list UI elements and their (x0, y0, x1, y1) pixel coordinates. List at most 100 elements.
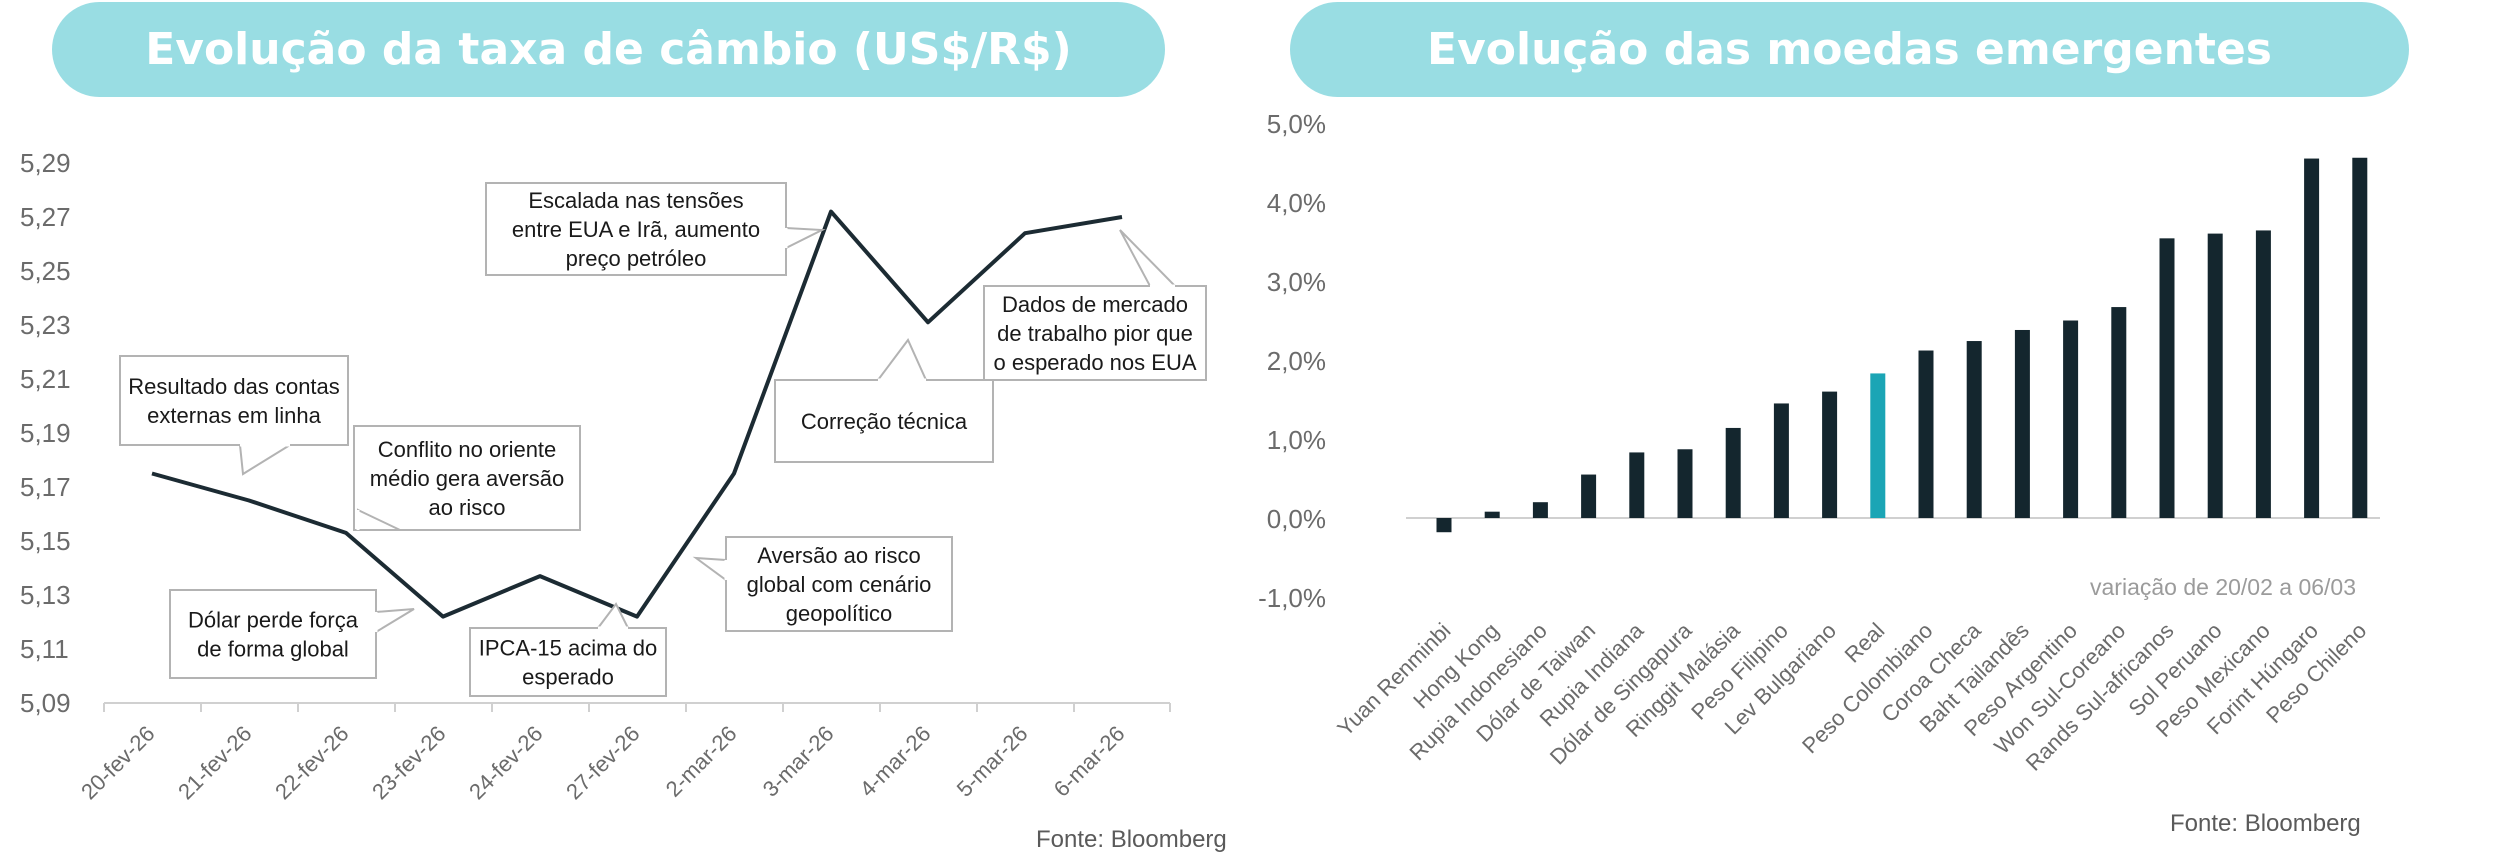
annotation-box (774, 379, 994, 463)
y-tick-label: -1,0% (1258, 583, 1326, 613)
x-tick-label: 23-fev-26 (367, 721, 450, 804)
annotation-text: Resultado das contas (128, 374, 340, 399)
annotation-callout: Conflito no oriente médio gera aversão ao … (353, 425, 581, 531)
exchange-rate-line-chart: 5,09 5,11 5,13 5,15 5,17 5,19 5,21 5,23 5,25 5,27… (20, 148, 1207, 804)
annotation-callout: Escalada nas tensões entre EUA e Irã, aum… (485, 182, 826, 276)
x-tick-label: 6-mar-26 (1049, 721, 1130, 802)
annotation-callout: Dados de mercado de trabalho pior que o es… (983, 229, 1207, 381)
y-tick-label: 0,0% (1267, 504, 1326, 534)
y-tick-label: 5,19 (20, 418, 71, 448)
y-tick-label: 5,25 (20, 256, 71, 286)
emerging-currencies-source: Fonte: Bloomberg (2170, 810, 2361, 837)
y-tick-label: 5,21 (20, 364, 71, 394)
x-tick-label: 22-fev-26 (270, 721, 353, 804)
annotation-text: médio gera aversão (370, 466, 564, 491)
x-tick-label: 24-fev-26 (464, 721, 547, 804)
annotation-text: esperado (522, 665, 614, 690)
annotation-text: Dólar perde força (188, 608, 359, 633)
bar (1436, 518, 1452, 533)
annotation-box (169, 589, 377, 679)
y-tick-label: 5,29 (20, 148, 71, 178)
annotation-callout: Correção técnica (774, 338, 994, 463)
annotation-pointer (876, 338, 928, 381)
y-tick-label: 5,27 (20, 202, 71, 232)
y-tick-label: 5,11 (20, 634, 69, 664)
exchange-rate-source: Fonte: Bloomberg (1036, 826, 1227, 853)
exchange-rate-series-line (151, 209, 1123, 619)
x-tick-label: 2-mar-26 (661, 721, 742, 802)
annotation-text: Dados de mercado (1002, 292, 1188, 317)
annotation-callout: IPCA-15 acima do esperado (469, 602, 667, 697)
bar (1629, 452, 1645, 518)
y-tick-label: 5,0% (1267, 109, 1326, 139)
x-tick-label: 3-mar-26 (758, 721, 839, 802)
y-tick-label: 4,0% (1267, 188, 1326, 218)
annotation-text: o esperado nos EUA (993, 350, 1196, 375)
annotation-text: entre EUA e Irã, aumento (512, 217, 760, 242)
exchange-rate-panel: Evolução da taxa de câmbio (US$/R$) 5,09… (0, 0, 1246, 866)
annotation-pointer (596, 602, 630, 629)
annotation-pointer (1119, 229, 1178, 287)
bar (1966, 341, 1982, 518)
emerging-currencies-bar-chart: -1,0%0,0%1,0%2,0%3,0%4,0%5,0%Yuan Renmin… (1258, 109, 2380, 776)
y-tick-label: 2,0% (1267, 346, 1326, 376)
bar (1532, 502, 1548, 518)
bar (1677, 449, 1693, 518)
annotation-callout: Aversão ao risco global com cenário geopol… (692, 536, 953, 632)
highlight-bar (1870, 373, 1886, 518)
bar (1484, 511, 1500, 518)
annotation-pointer (375, 608, 415, 634)
exchange-rate-title: Evolução da taxa de câmbio (US$/R$) (52, 2, 1165, 97)
annotation-box (353, 425, 581, 531)
annotation-box (725, 536, 953, 632)
annotation-pointer (692, 556, 727, 582)
bar (2159, 238, 2175, 518)
annotation-box (119, 355, 349, 446)
y-tick-label: 5,23 (20, 310, 71, 340)
annotation-text: Conflito no oriente (378, 437, 557, 462)
emerging-currencies-panel: Evolução das moedas emergentes -1,0% 0,0%… (1246, 0, 2493, 866)
annotation-callout: Resultado das contas externas em linha (119, 355, 349, 476)
y-tick-label: 5,15 (20, 526, 71, 556)
x-tick-label: 4-mar-26 (855, 721, 936, 802)
x-tick-label: 5-mar-26 (952, 721, 1033, 802)
y-tick-label: 5,13 (20, 580, 71, 610)
bar (1581, 474, 1597, 518)
annotation-text: Correção técnica (801, 409, 968, 434)
y-tick-label: 5,17 (20, 472, 71, 502)
annotation-text: geopolítico (786, 601, 892, 626)
x-tick-label: 21-fev-26 (173, 721, 256, 804)
bar (2111, 307, 2127, 518)
annotation-callout: Dólar perde força de forma global (169, 589, 415, 679)
bar (1725, 427, 1741, 518)
annotation-text: Aversão ao risco (757, 543, 920, 568)
x-tick-label: 20-fev-26 (76, 721, 159, 804)
bar (1773, 403, 1789, 518)
x-tick-label: 27-fev-26 (561, 721, 644, 804)
annotation-text: Escalada nas tensões (528, 188, 743, 213)
y-tick-label: 5,09 (20, 688, 71, 718)
y-tick-label: 3,0% (1267, 267, 1326, 297)
bar (2207, 233, 2223, 518)
bar (2014, 329, 2030, 518)
annotation-text: IPCA-15 acima do (479, 636, 658, 661)
annotation-text: de trabalho pior que (997, 321, 1193, 346)
annotation-text: de forma global (197, 637, 349, 662)
bar (2255, 230, 2271, 518)
annotation-box (983, 285, 1207, 381)
annotation-text: global com cenário (747, 572, 932, 597)
annotation-text: externas em linha (147, 403, 321, 428)
annotation-box (469, 627, 667, 697)
annotation-pointer (238, 444, 294, 476)
bar (1918, 350, 1934, 518)
annotation-box (485, 182, 787, 276)
y-tick-label: 1,0% (1267, 425, 1326, 455)
bar (1822, 391, 1838, 518)
period-note: variação de 20/02 a 06/03 (2090, 574, 2356, 600)
bar (2063, 320, 2079, 518)
bar (2352, 157, 2368, 518)
annotation-text: preço petróleo (566, 246, 707, 271)
bar (2304, 158, 2320, 519)
annotation-text: ao risco (428, 495, 505, 520)
emerging-currencies-title: Evolução das moedas emergentes (1290, 2, 2409, 97)
